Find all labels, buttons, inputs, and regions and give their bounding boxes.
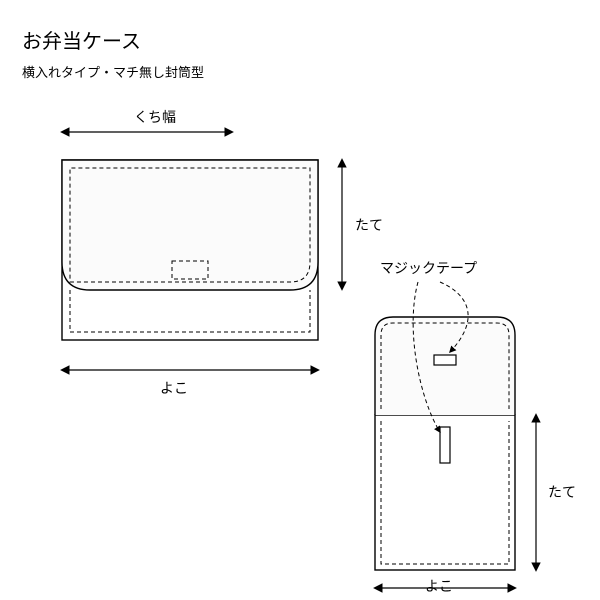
diagram-svg [0, 0, 600, 600]
figure-2 [375, 317, 515, 570]
figure-1 [62, 160, 318, 340]
